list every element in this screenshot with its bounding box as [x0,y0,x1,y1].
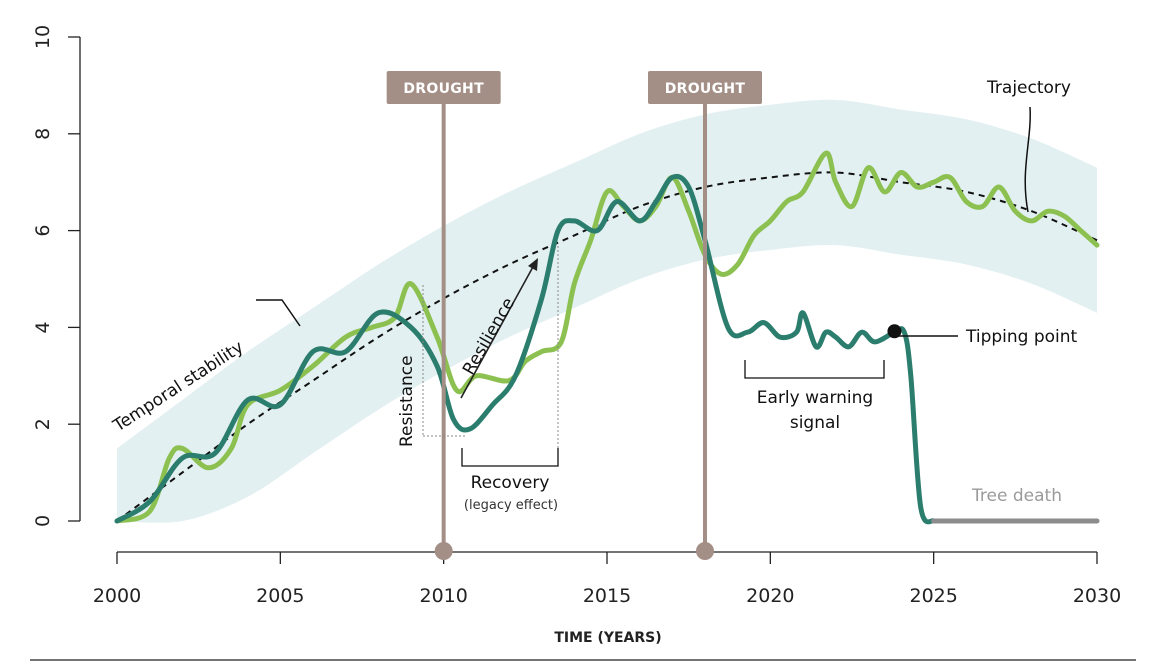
early-warning-bracket [744,360,885,379]
early-warning-label-2: signal [790,413,840,433]
drought-label-box [648,71,762,104]
x-tick-label: 2005 [256,585,304,607]
drought-markers: DROUGHT DROUGHT [386,71,762,560]
resilience-arrow [460,264,535,399]
drought-label-box [386,71,501,104]
drought-label: DROUGHT [665,81,746,97]
trajectory-label: Trajectory [986,78,1071,98]
resistance-label: Resistance [397,355,417,447]
resilience-arrowhead [528,258,538,271]
trajectory-leader [1024,106,1031,213]
tipping-point-marker [887,324,902,339]
drought-label: DROUGHT [403,81,484,97]
x-tick-label: 2000 [93,585,141,607]
temporal-stability-bracket [256,299,301,327]
drought-marker [696,542,714,560]
y-tick-label: 4 [32,321,54,333]
recovery-label: Recovery [471,473,550,493]
early-warning-label-1: Early warning [757,388,873,408]
trajectory-line [116,171,1098,522]
temporal-stability-band [117,99,1097,523]
x-axis: 2000 2005 2010 2015 2020 2025 2030 [93,551,1121,607]
y-tick-label: 0 [32,515,54,527]
x-tick-label: 2020 [746,585,794,607]
dying-tree-line [114,173,937,525]
recovery-bracket [461,448,559,467]
y-tick-label: 2 [32,418,54,430]
x-axis-title: TIME (YEARS) [554,630,661,646]
x-tick-label: 2025 [909,585,957,607]
y-tick-label: 8 [32,128,54,140]
y-axis: 0 2 4 6 8 10 [32,25,81,527]
tree-death-label: Tree death [971,486,1062,506]
x-tick-label: 2010 [419,585,467,607]
x-tick-label: 2030 [1073,585,1121,607]
x-tick-label: 2015 [583,585,631,607]
y-tick-label: 10 [32,25,54,49]
recovery-sub-label: (legacy effect) [464,498,558,513]
drought-marker [434,542,453,560]
tipping-point-label: Tipping point [965,327,1078,347]
y-tick-label: 6 [32,225,54,237]
